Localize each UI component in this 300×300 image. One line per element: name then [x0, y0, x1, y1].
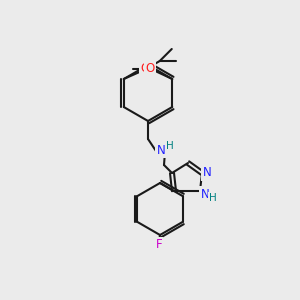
Text: N: N	[202, 167, 211, 179]
Text: N: N	[201, 188, 209, 200]
Text: O: O	[140, 62, 149, 76]
Text: N: N	[157, 143, 165, 157]
Text: H: H	[209, 193, 217, 203]
Text: H: H	[166, 141, 174, 151]
Text: O: O	[146, 62, 155, 76]
Text: F: F	[156, 238, 162, 251]
